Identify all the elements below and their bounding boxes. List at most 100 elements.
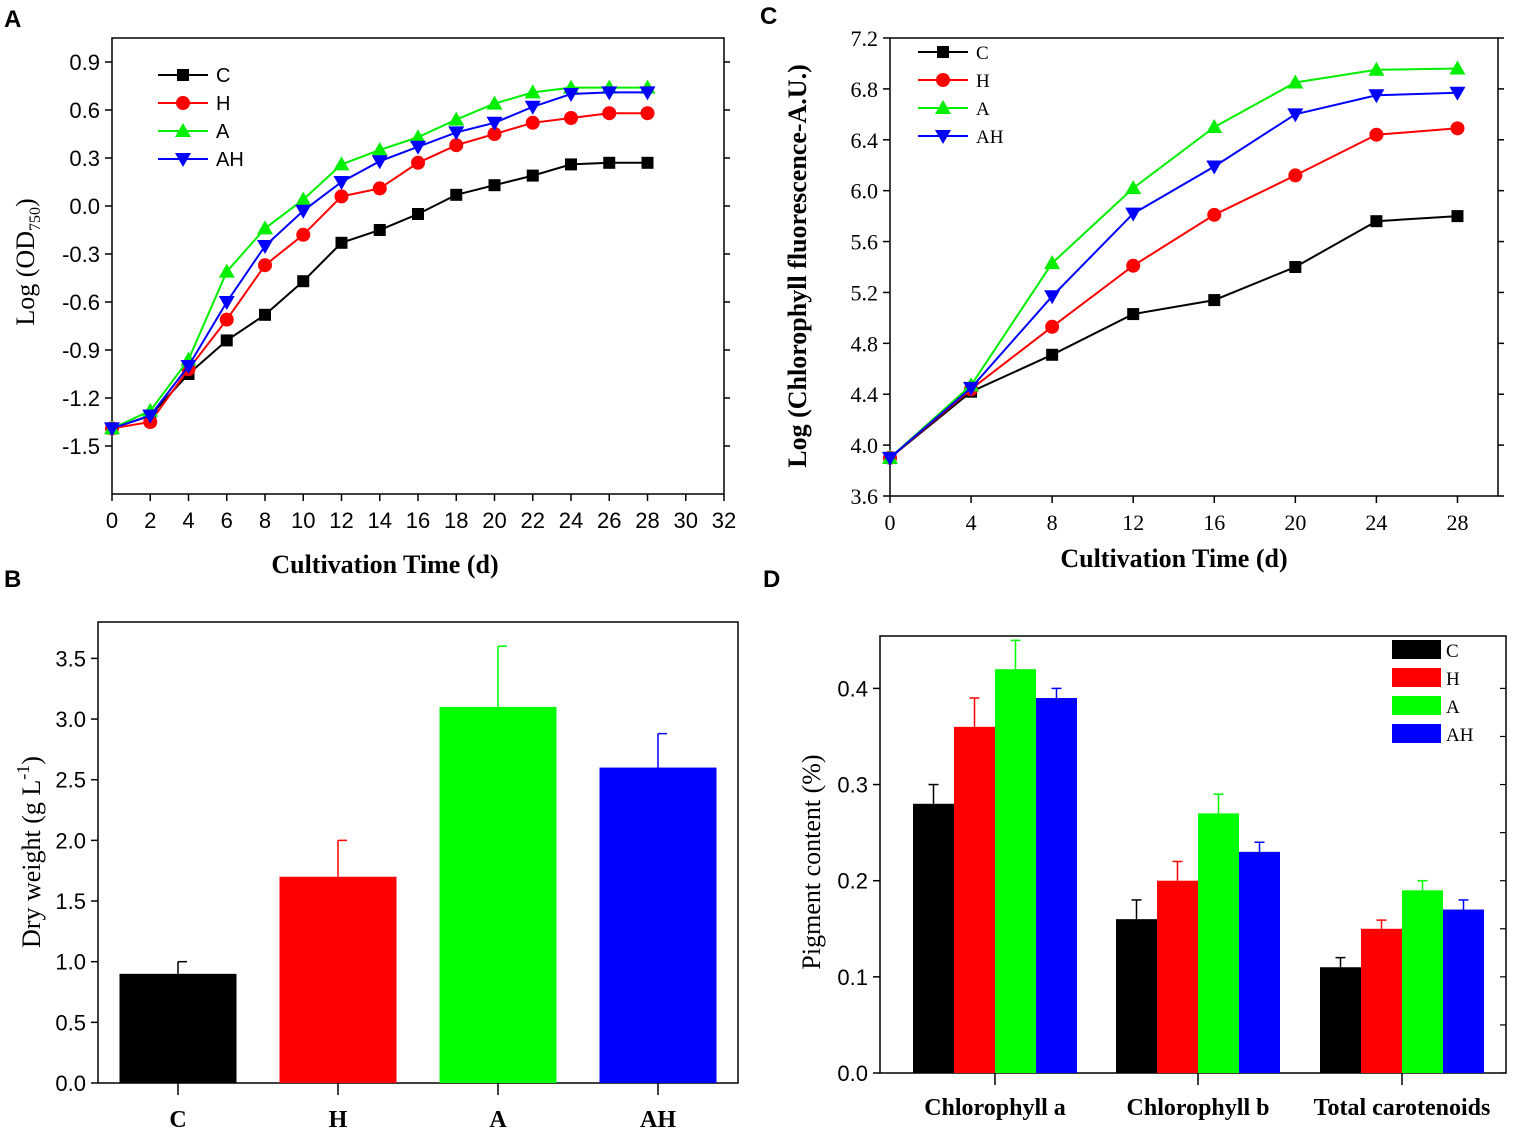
x-tick-label: 20 bbox=[482, 508, 506, 533]
data-point-c bbox=[1289, 261, 1302, 273]
data-point-h bbox=[219, 312, 234, 327]
y-tick-label: 0.6 bbox=[69, 98, 100, 123]
data-point-c bbox=[1451, 210, 1464, 223]
x-tick-label: 8 bbox=[259, 508, 271, 533]
data-point-a bbox=[218, 263, 235, 278]
data-point-a bbox=[524, 84, 541, 99]
x-tick-label: 24 bbox=[1365, 510, 1387, 535]
data-point-c bbox=[565, 158, 577, 171]
x-tick-label: 22 bbox=[521, 508, 545, 533]
y-tick-label: 1.5 bbox=[55, 889, 86, 914]
panel-b-y-axis-title: Dry weight (g L-1) bbox=[13, 756, 46, 948]
data-point-a bbox=[333, 156, 350, 171]
data-point-h bbox=[1045, 319, 1060, 334]
data-point-a bbox=[1044, 255, 1061, 270]
data-point-ah bbox=[295, 204, 312, 219]
legend-label: AH bbox=[216, 149, 244, 171]
panel-d-grouped-bar-chart: 0.0 0.1 0.2 0.3 0.4 Chlorophyll a Chlorophyll… bbox=[797, 635, 1507, 1121]
data-point-a bbox=[486, 95, 503, 110]
data-point-c bbox=[373, 224, 386, 236]
legend-label: H bbox=[1446, 669, 1460, 690]
x-tick-label: 28 bbox=[635, 508, 659, 533]
legend-swatch-a bbox=[1392, 696, 1441, 715]
data-point-h bbox=[411, 155, 425, 170]
x-tick-label: A bbox=[489, 1107, 507, 1131]
data-point-ah bbox=[486, 116, 503, 131]
data-point-a bbox=[257, 220, 273, 235]
data-point-h bbox=[602, 106, 617, 121]
series-line-h bbox=[889, 127, 1458, 459]
bar-h bbox=[954, 726, 995, 1073]
y-tick-label: 3.5 bbox=[55, 646, 86, 671]
panel-c-line-chart: 3.6 4.0 4.4 4.8 5.2 5.6 6.0 6.4 6.8 7.2 0 4 8 12 16 20… bbox=[783, 26, 1504, 573]
x-tick-label: 14 bbox=[368, 508, 392, 533]
y-tick-label: 2.0 bbox=[55, 828, 86, 853]
data-point-ah bbox=[257, 240, 273, 254]
data-point-ah bbox=[963, 381, 980, 396]
x-tick-label: AH bbox=[640, 1107, 676, 1131]
x-tick-label: C bbox=[169, 1107, 186, 1131]
x-tick-label: 18 bbox=[444, 508, 468, 533]
data-point-ah bbox=[410, 140, 426, 155]
y-tick-label: 0.0 bbox=[837, 1061, 868, 1086]
y-tick-label: 6.4 bbox=[851, 128, 879, 153]
x-tick-label: 0 bbox=[885, 510, 896, 535]
data-point-a bbox=[295, 191, 312, 206]
data-point-h bbox=[1126, 258, 1141, 273]
legend-label: H bbox=[976, 71, 990, 92]
x-tick-label: 10 bbox=[291, 508, 315, 533]
panel-a-y-title-main: Log (OD bbox=[11, 231, 40, 326]
y-tick-label: -0.9 bbox=[62, 338, 100, 363]
x-tick-label: 4 bbox=[966, 510, 977, 535]
legend-marker-c bbox=[177, 69, 189, 81]
y-tick-label: 4.0 bbox=[851, 433, 879, 458]
panel-c-frame bbox=[889, 37, 1499, 497]
x-tick-label: Chlorophyll a bbox=[924, 1095, 1066, 1121]
panel-a-frame bbox=[111, 37, 725, 495]
data-point-a bbox=[1449, 60, 1466, 75]
data-point-h bbox=[258, 258, 272, 273]
bar-c bbox=[119, 973, 237, 1083]
y-tick-label: 7.2 bbox=[851, 26, 879, 51]
bar-a bbox=[995, 669, 1036, 1073]
y-tick-label: -0.3 bbox=[62, 242, 100, 267]
y-tick-label: 0.2 bbox=[837, 869, 868, 894]
panel-c-x-axis-title: Cultivation Time (d) bbox=[1060, 544, 1287, 573]
panel-b-y-title-close: ) bbox=[17, 756, 46, 765]
data-point-h bbox=[1207, 207, 1222, 222]
legend-swatch-ah bbox=[1392, 724, 1441, 743]
data-point-ah bbox=[1368, 89, 1385, 104]
legend-marker-c bbox=[937, 46, 949, 58]
y-tick-label: 1.0 bbox=[55, 950, 86, 975]
x-tick-label: 4 bbox=[182, 508, 194, 533]
y-tick-label: 0.5 bbox=[55, 1010, 86, 1035]
x-tick-label: H bbox=[329, 1107, 348, 1131]
data-point-c bbox=[488, 179, 501, 192]
data-point-a bbox=[1368, 61, 1385, 76]
data-point-ah bbox=[563, 88, 579, 102]
y-tick-label: -1.5 bbox=[62, 434, 100, 459]
y-tick-label: 2.5 bbox=[55, 768, 86, 793]
legend-label: AH bbox=[976, 127, 1004, 148]
data-point-ah bbox=[1287, 108, 1304, 123]
data-point-c bbox=[603, 156, 616, 169]
legend-label: C bbox=[976, 43, 989, 64]
bar-ah bbox=[1239, 851, 1280, 1073]
bar-c bbox=[1320, 967, 1361, 1073]
y-tick-label: 0.3 bbox=[837, 773, 868, 798]
bar-h bbox=[1157, 880, 1198, 1073]
data-point-c bbox=[1208, 294, 1221, 307]
data-point-a bbox=[1125, 180, 1142, 195]
legend-marker-h bbox=[176, 96, 190, 110]
panel-b-y-title-main: Dry weight (g L bbox=[17, 780, 46, 948]
data-point-h bbox=[640, 106, 655, 121]
bar-a bbox=[1402, 890, 1443, 1073]
data-point-c bbox=[1370, 215, 1383, 228]
x-tick-label: Chlorophyll b bbox=[1127, 1095, 1270, 1121]
legend-label: A bbox=[1446, 697, 1460, 718]
data-point-ah bbox=[1449, 86, 1466, 101]
y-tick-label: 6.0 bbox=[851, 179, 879, 204]
data-point-c bbox=[526, 169, 539, 182]
data-point-c bbox=[1046, 348, 1059, 361]
legend-swatch-h bbox=[1392, 668, 1441, 687]
